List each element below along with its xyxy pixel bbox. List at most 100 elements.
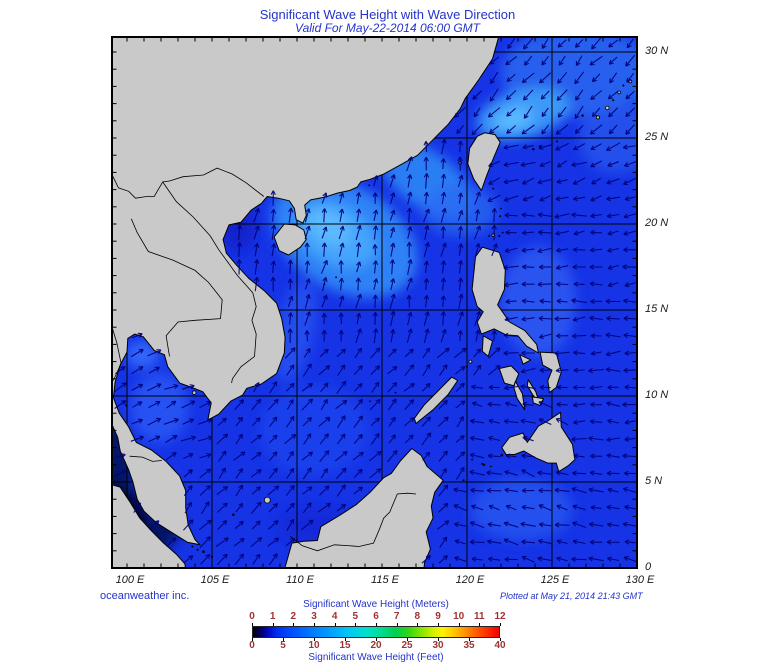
wave-arrow	[556, 160, 568, 168]
legend-meter-value: 5	[352, 611, 359, 622]
wave-arrow	[216, 433, 229, 445]
wave-arrow	[521, 555, 535, 563]
wave-arrow	[286, 518, 295, 531]
wave-arrow	[554, 350, 570, 357]
wave-arrow	[372, 312, 378, 325]
wave-arrow	[440, 242, 447, 257]
wave-arrow	[555, 124, 569, 135]
wave-arrow	[438, 502, 449, 513]
lat-label: 25 N	[645, 131, 669, 143]
wave-arrow	[321, 329, 327, 342]
wave-arrow	[184, 501, 192, 514]
legend-tick	[500, 623, 501, 626]
wave-arrow	[371, 381, 380, 393]
wave-arrow	[503, 144, 519, 150]
wave-arrow	[606, 401, 621, 407]
wave-arrow	[372, 294, 378, 309]
wave-arrow	[590, 333, 602, 339]
wave-arrow	[541, 124, 550, 135]
wave-arrow	[457, 330, 464, 342]
wave-arrow	[555, 264, 569, 271]
island	[605, 105, 610, 111]
wave-arrow	[626, 72, 635, 83]
wave-arrow	[588, 487, 604, 493]
wave-arrow	[589, 124, 603, 135]
wave-arrow	[521, 316, 535, 322]
wave-arrow	[163, 418, 179, 425]
wave-arrow	[606, 539, 620, 545]
country-borders	[112, 167, 417, 552]
wave-arrow	[541, 55, 549, 66]
land-sumatra	[112, 484, 187, 568]
wave-arrow	[336, 380, 347, 394]
wave-arrow	[114, 400, 127, 409]
wave-arrow	[537, 178, 553, 185]
wave-arrow	[286, 450, 294, 462]
wave-arrow	[317, 502, 331, 513]
wave-arrow	[488, 347, 501, 359]
wave-arrow	[588, 556, 604, 562]
wave-arrow	[591, 177, 602, 185]
wave-arrow	[457, 260, 464, 274]
wave-arrow	[267, 537, 280, 547]
wave-arrow	[572, 470, 587, 476]
wave-arrow	[304, 330, 310, 342]
wave-arrow	[338, 260, 344, 274]
wave-arrow	[183, 453, 194, 459]
island	[481, 462, 484, 465]
wave-arrow	[554, 316, 570, 322]
wave-arrow	[180, 435, 196, 442]
wave-arrow	[407, 259, 413, 275]
land-masses	[112, 37, 576, 568]
wave-arrow	[555, 195, 569, 202]
wave-arrow	[488, 160, 501, 168]
wave-arrow	[624, 539, 636, 545]
small-islands	[125, 79, 633, 558]
wave-arrow	[557, 71, 568, 84]
wave-arrow	[538, 487, 552, 494]
wave-arrow	[440, 207, 447, 223]
wave-arrow	[354, 382, 363, 392]
wave-arrow	[288, 207, 294, 223]
wave-arrow	[624, 350, 636, 356]
wave-arrow	[457, 174, 464, 188]
wave-arrow	[623, 213, 637, 219]
island	[202, 550, 205, 553]
legend-tick	[355, 623, 357, 626]
wave-arrow	[503, 418, 519, 425]
wave-arrow	[538, 264, 552, 270]
wave-arrow	[469, 452, 485, 459]
wave-arrow	[423, 156, 429, 171]
wave-arrow	[590, 229, 602, 236]
wave-arrow	[388, 416, 396, 427]
wave-arrow	[520, 418, 536, 424]
wave-arrow	[114, 453, 126, 459]
wave-arrow	[474, 191, 481, 205]
legend-meter-value: 7	[393, 611, 400, 622]
wave-arrow	[438, 434, 449, 444]
wave-arrow	[234, 553, 245, 566]
wave-arrow	[334, 450, 348, 462]
legend-foot-value: 30	[432, 640, 444, 651]
land-taiwan	[467, 132, 501, 191]
wave-arrow	[423, 208, 430, 223]
wave-arrow	[607, 487, 619, 493]
legend-tick	[438, 623, 439, 626]
island	[125, 404, 128, 407]
wave-arrow	[233, 537, 245, 547]
wave-arrow	[591, 37, 602, 50]
wave-arrow	[471, 401, 483, 408]
wave-arrow	[130, 435, 145, 442]
wave-arrow	[269, 416, 278, 427]
wave-arrow	[520, 367, 536, 374]
wave-arrow	[338, 312, 344, 325]
wave-arrow	[421, 416, 432, 427]
wave-arrow	[387, 381, 398, 393]
wave-arrow	[284, 433, 297, 445]
wave-arrow	[236, 259, 242, 275]
wave-arrow	[407, 174, 413, 188]
wave-arrow	[113, 382, 127, 393]
wave-arrow	[321, 242, 328, 257]
wave-arrow	[571, 298, 587, 304]
